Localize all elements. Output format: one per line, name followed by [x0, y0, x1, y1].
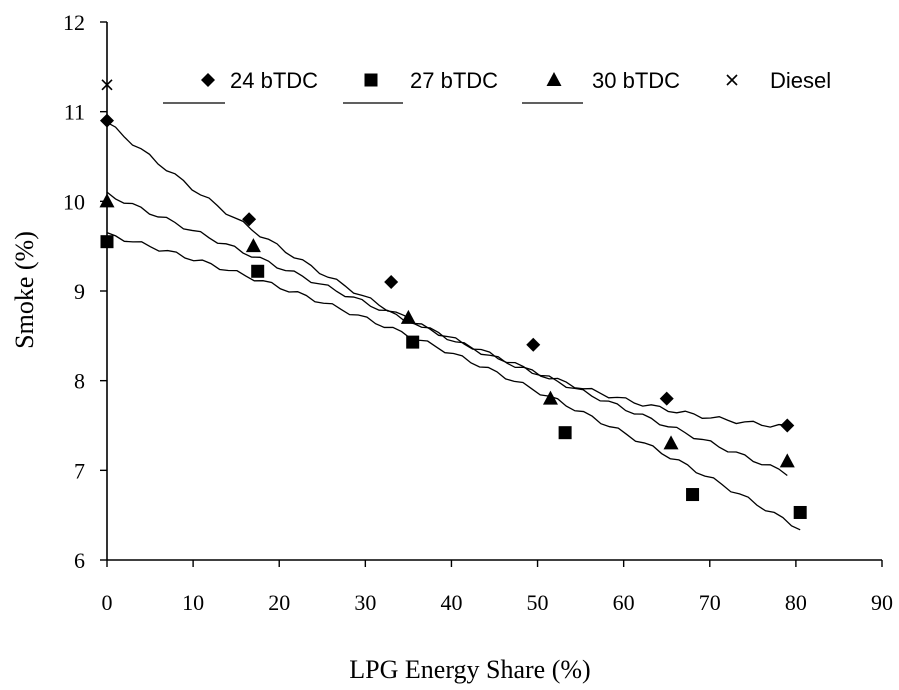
- x-tick-label-80: 80: [785, 590, 807, 615]
- point-30-btdc-1: [245, 238, 261, 253]
- legend-marker-24-btdc: [201, 73, 215, 87]
- point-30-btdc-5: [779, 453, 795, 468]
- y-tick-label-10: 10: [63, 189, 85, 214]
- point-24-btdc-4: [659, 391, 674, 406]
- legend-marker-diesel: [726, 74, 738, 86]
- point-24-btdc-5: [780, 418, 795, 433]
- point-30-btdc-0: [99, 193, 115, 208]
- x-tick-label-70: 70: [699, 590, 721, 615]
- point-diesel-0: [101, 79, 113, 91]
- y-tick-label-8: 8: [74, 369, 85, 394]
- legend-label-30-btdc: 30 bTDC: [592, 68, 680, 93]
- x-axis-title: LPG Energy Share (%): [349, 655, 590, 684]
- x-tick-label-30: 30: [354, 590, 376, 615]
- trendline-24-btdc: [106, 121, 788, 428]
- x-tick-label-60: 60: [613, 590, 635, 615]
- point-27-btdc-3: [558, 426, 572, 440]
- x-tick-label-50: 50: [527, 590, 549, 615]
- point-24-btdc-3: [526, 337, 541, 352]
- point-30-btdc-2: [400, 309, 416, 324]
- x-tick-label-90: 90: [871, 590, 893, 615]
- x-tick-label-0: 0: [102, 590, 113, 615]
- y-tick-label-6: 6: [74, 548, 85, 573]
- y-tick-label-11: 11: [64, 100, 85, 125]
- legend-label-24-btdc: 24 bTDC: [230, 68, 318, 93]
- x-tick-label-20: 20: [268, 590, 290, 615]
- x-tick-label-10: 10: [182, 590, 204, 615]
- trendlines: [106, 121, 801, 531]
- plot-axes: 0 10 20 30 40 50 60 70 80 90 6 7 8 9 10 11 12: [63, 10, 893, 615]
- point-24-btdc-1: [242, 212, 257, 227]
- point-27-btdc-5: [793, 505, 807, 519]
- point-24-btdc-0: [100, 113, 114, 128]
- point-27-btdc-4: [686, 488, 700, 502]
- point-30-btdc-3: [542, 390, 558, 405]
- legend-marker-27-btdc: [364, 73, 378, 87]
- legend: 24 bTDC 27 bTDC 30 bTDC Diesel: [163, 68, 831, 104]
- legend-label-27-btdc: 27 bTDC: [410, 68, 498, 93]
- data-points: [99, 79, 807, 519]
- point-27-btdc-1: [251, 264, 265, 278]
- legend-label-diesel: Diesel: [770, 68, 831, 93]
- x-tick-label-40: 40: [440, 590, 462, 615]
- y-axis-title: Smoke (%): [10, 231, 39, 349]
- y-tick-label-9: 9: [74, 279, 85, 304]
- point-27-btdc-0: [100, 235, 114, 249]
- legend-marker-30-btdc: [546, 72, 562, 86]
- y-tick-label-12: 12: [63, 10, 85, 35]
- point-30-btdc-4: [663, 435, 679, 450]
- trendline-27-btdc: [106, 232, 801, 531]
- point-24-btdc-2: [384, 275, 399, 290]
- point-27-btdc-2: [406, 335, 420, 349]
- y-tick-label-7: 7: [74, 458, 85, 483]
- trendline-30-btdc: [106, 191, 788, 477]
